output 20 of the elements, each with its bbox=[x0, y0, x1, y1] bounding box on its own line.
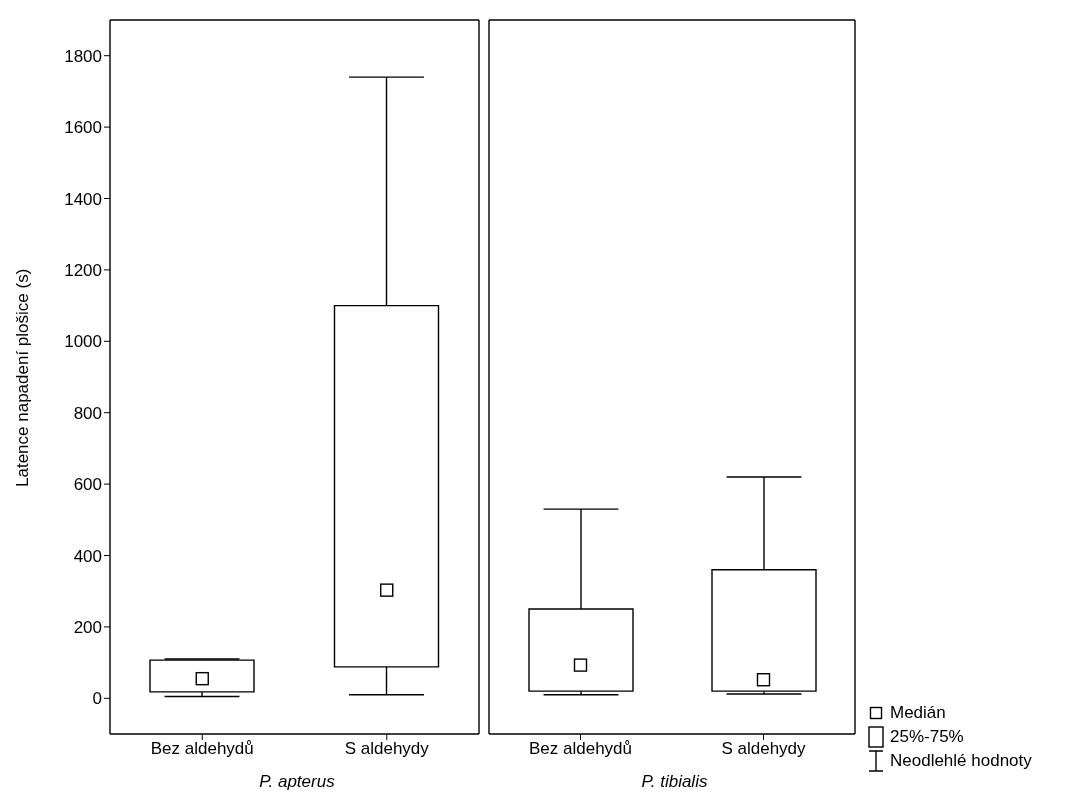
y-tick-label: 800 bbox=[73, 403, 102, 423]
x-tick-label: Bez aldehydů bbox=[528, 739, 633, 759]
x-axis-title: P. tibialis bbox=[640, 772, 709, 792]
x-axis-title: P. apterus bbox=[258, 772, 336, 792]
y-tick-label: 1000 bbox=[64, 332, 102, 352]
y-axis-title: Latence napadení plošice (s) bbox=[13, 268, 33, 487]
y-tick-label: 1400 bbox=[64, 189, 102, 209]
y-tick-label: 200 bbox=[73, 617, 102, 637]
text: 25%-75% bbox=[890, 727, 964, 747]
y-tick-label: 0 bbox=[92, 689, 102, 709]
y-tick-label: 1200 bbox=[64, 260, 102, 280]
text: Medián bbox=[890, 703, 946, 723]
y-tick-label: 1600 bbox=[64, 118, 102, 138]
x-tick-label: S aldehydy bbox=[721, 739, 807, 759]
x-tick-label: Bez aldehydů bbox=[150, 739, 254, 759]
y-tick-label: 400 bbox=[73, 546, 102, 566]
y-tick-label: 1800 bbox=[64, 46, 102, 66]
y-tick-label: 600 bbox=[73, 475, 102, 495]
x-tick-label: S aldehydy bbox=[344, 739, 430, 759]
text: Neodlehlé hodnoty bbox=[890, 751, 1032, 771]
